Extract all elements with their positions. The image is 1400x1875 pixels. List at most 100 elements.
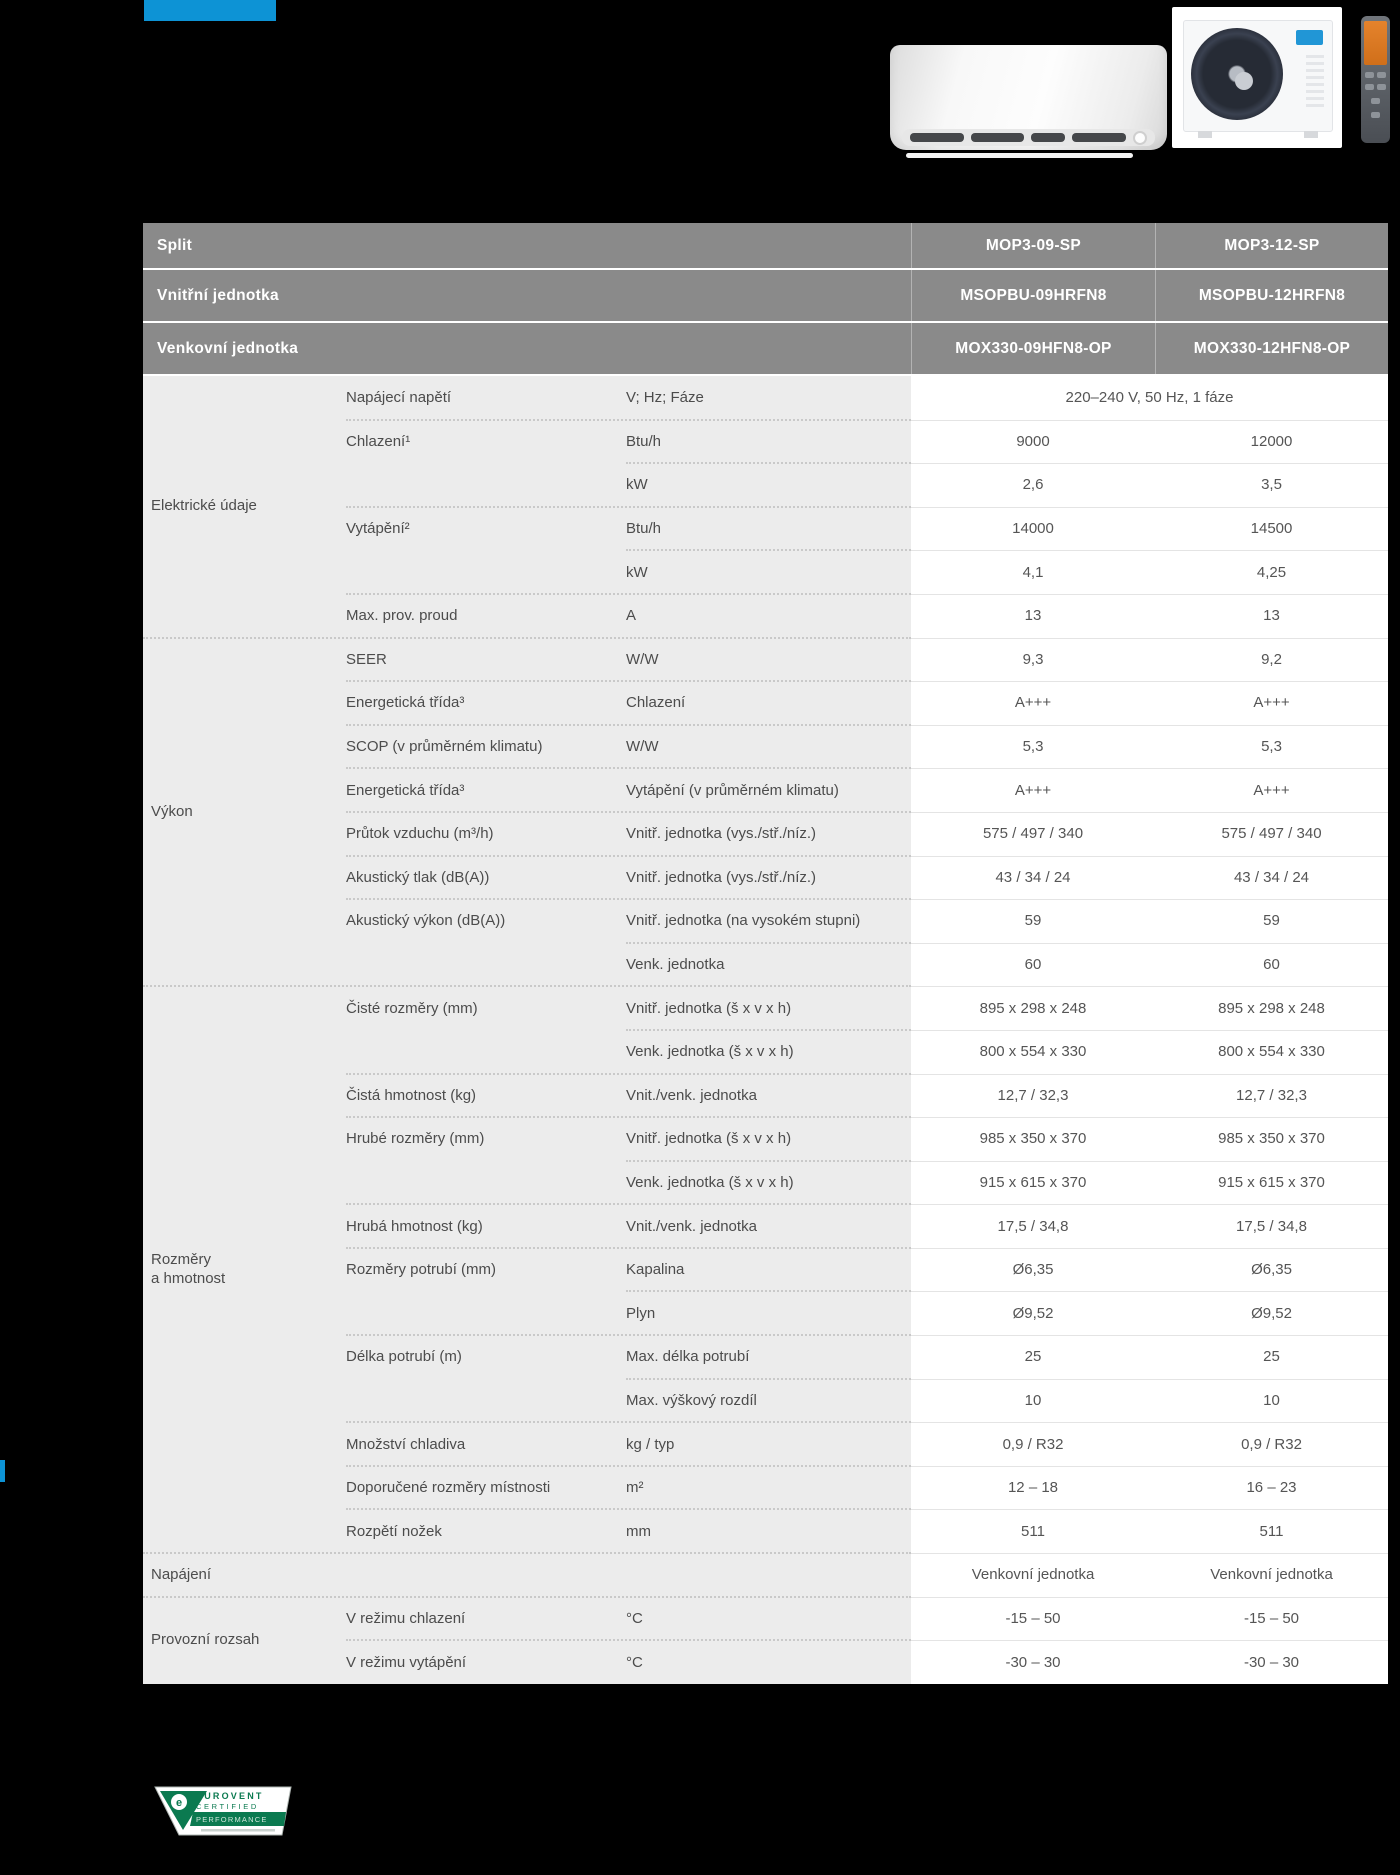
param-cell: Vytápění² bbox=[346, 506, 626, 551]
value-col2: 43 / 34 / 24 bbox=[1155, 855, 1388, 900]
spec-row: Chlazení¹ Btu/h 9000 12000 bbox=[143, 418, 1388, 464]
outdoor-unit-foot bbox=[1304, 131, 1318, 138]
category-cell bbox=[143, 419, 346, 464]
unit-cell: Chlazení bbox=[626, 681, 911, 725]
spec-row: Venk. jednotka 60 60 bbox=[143, 941, 1388, 987]
category-cell bbox=[143, 637, 346, 682]
param-label: Hrubé rozměry (mm) bbox=[346, 1130, 485, 1148]
value-separator bbox=[911, 1335, 1388, 1337]
value-col2: Ø9,52 bbox=[1155, 1291, 1388, 1336]
category-cell bbox=[143, 1509, 346, 1554]
outdoor-unit-body bbox=[1183, 20, 1333, 138]
row-separator bbox=[346, 1508, 911, 1511]
value-col1: 511 bbox=[911, 1509, 1155, 1554]
param-cell: Čistá hmotnost (kg) bbox=[346, 1073, 626, 1118]
unit-cell: W/W bbox=[626, 724, 911, 769]
category-cell bbox=[143, 1291, 346, 1336]
spec-row: kW 2,6 3,5 bbox=[143, 462, 1388, 507]
spec-row: Hrubá hmotnost (kg) Vnit./venk. jednotka 1… bbox=[143, 1203, 1388, 1248]
unit-cell: Vytápění (v průměrném klimatu) bbox=[626, 768, 911, 812]
unit-cell: W/W bbox=[626, 637, 911, 682]
unit-cell: Btu/h bbox=[626, 506, 911, 551]
category-cell bbox=[143, 1117, 346, 1161]
value-separator bbox=[911, 1378, 1388, 1380]
row-separator bbox=[346, 1072, 911, 1075]
unit-cell: Vnitř. jednotka (š x v x h) bbox=[626, 1117, 911, 1161]
value-col1: 60 bbox=[911, 942, 1155, 987]
value-separator bbox=[911, 1596, 1388, 1598]
spec-row: Akustický tlak (dB(A)) Vnitř. jednotka (v… bbox=[143, 854, 1388, 900]
vent-slot bbox=[970, 133, 1025, 142]
row-separator bbox=[346, 1203, 911, 1206]
unit-cell: kW bbox=[626, 463, 911, 507]
param-cell: Doporučené rozměry místnosti bbox=[346, 1465, 626, 1510]
value-col2: 4,25 bbox=[1155, 550, 1388, 594]
header-row-outdoor-unit: Venkovní jednotka MOX330-09HFN8-OP MOX33… bbox=[143, 323, 1388, 376]
outdoor-unit-foot bbox=[1198, 131, 1212, 138]
value-col1: Ø9,52 bbox=[911, 1291, 1155, 1336]
outdoor-unit-fan bbox=[1191, 28, 1283, 120]
value-separator bbox=[911, 1509, 1388, 1511]
param-label: Energetická třída³ bbox=[346, 781, 465, 799]
eurovent-emblem-circle bbox=[171, 1794, 187, 1810]
spec-row: Max. výškový rozdíl 10 10 bbox=[143, 1377, 1388, 1423]
model-name-col1: MSOPBU-09HRFN8 bbox=[911, 270, 1155, 321]
category-cell bbox=[143, 811, 346, 856]
spec-row: Energetická třída³ Chlazení A+++ A+++ bbox=[143, 680, 1388, 725]
param-label: Hrubá hmotnost (kg) bbox=[346, 1217, 483, 1235]
value-col1: 2,6 bbox=[911, 463, 1155, 507]
value-col1: -15 – 50 bbox=[911, 1596, 1155, 1641]
category-cell bbox=[143, 1553, 346, 1597]
row-separator bbox=[143, 1595, 911, 1598]
value-col1: 800 x 554 x 330 bbox=[911, 1029, 1155, 1074]
row-separator bbox=[626, 1377, 911, 1380]
value-col1: 17,5 / 34,8 bbox=[911, 1204, 1155, 1248]
value-col2: 800 x 554 x 330 bbox=[1155, 1029, 1388, 1074]
unit-cell bbox=[626, 1553, 911, 1597]
param-label: Energetická třída³ bbox=[346, 694, 465, 712]
row-separator bbox=[346, 898, 911, 901]
value-col2: A+++ bbox=[1155, 681, 1388, 725]
value-col2: 13 bbox=[1155, 593, 1388, 638]
category-cell bbox=[143, 1640, 346, 1684]
category-cell bbox=[143, 1596, 346, 1641]
spec-row: Čistá hmotnost (kg) Vnit./venk. jednotka 1… bbox=[143, 1072, 1388, 1118]
param-label: Max. prov. proud bbox=[346, 607, 458, 625]
value-col1: 25 bbox=[911, 1335, 1155, 1379]
value-col1: 13 bbox=[911, 593, 1155, 638]
param-cell: Čisté rozměry (mm) bbox=[346, 986, 626, 1030]
midea-logo bbox=[1296, 30, 1323, 45]
row-separator bbox=[346, 810, 911, 813]
spec-row: Hrubé rozměry (mm) Vnitř. jednotka (š x v… bbox=[143, 1116, 1388, 1161]
row-separator bbox=[346, 592, 911, 595]
eurovent-line1: EUROVENT bbox=[196, 1791, 264, 1801]
header-row-indoor-unit: Vnitřní jednotka MSOPBU-09HRFN8 MSOPBU-1… bbox=[143, 270, 1388, 323]
spec-row: Energetická třída³ Vytápění (v průměrném … bbox=[143, 767, 1388, 812]
value-col1: 9,3 bbox=[911, 637, 1155, 682]
row-separator bbox=[346, 680, 911, 683]
indoor-unit-photo bbox=[890, 45, 1167, 160]
value-separator bbox=[911, 506, 1388, 508]
param-label: Chlazení¹ bbox=[346, 432, 411, 450]
unit-cell: Venk. jednotka (š x v x h) bbox=[626, 1029, 911, 1074]
param-cell: Množství chladiva bbox=[346, 1422, 626, 1466]
unit-cell: Max. výškový rozdíl bbox=[626, 1378, 911, 1423]
value-col2: Venkovní jednotka bbox=[1155, 1553, 1388, 1597]
value-separator bbox=[911, 1640, 1388, 1642]
spec-row: Rozměry potrubí (mm) Kapalina Ø6,35 Ø6,35 bbox=[143, 1246, 1388, 1292]
value-col2: 0,9 / R32 bbox=[1155, 1422, 1388, 1466]
category-cell bbox=[143, 899, 346, 943]
spec-row: V režimu chlazení °C -15 – 50 -15 – 50 bbox=[143, 1595, 1388, 1641]
unit-cell: °C bbox=[626, 1596, 911, 1641]
category-cell bbox=[143, 768, 346, 812]
unit-cell: Venk. jednotka (š x v x h) bbox=[626, 1160, 911, 1205]
param-cell: SCOP (v průměrném klimatu) bbox=[346, 724, 626, 769]
param-label: Akustický výkon (dB(A)) bbox=[346, 912, 506, 930]
vent-slot bbox=[1031, 133, 1066, 142]
unit-cell: Vnit./venk. jednotka bbox=[626, 1073, 911, 1118]
value-separator bbox=[911, 986, 1388, 988]
value-separator bbox=[911, 768, 1388, 770]
param-cell: Rozpětí nožek bbox=[346, 1509, 626, 1554]
indoor-unit-base bbox=[906, 153, 1133, 158]
spec-table: Split MOP3-09-SP MOP3-12-SP Vnitřní jedn… bbox=[143, 223, 1388, 1684]
